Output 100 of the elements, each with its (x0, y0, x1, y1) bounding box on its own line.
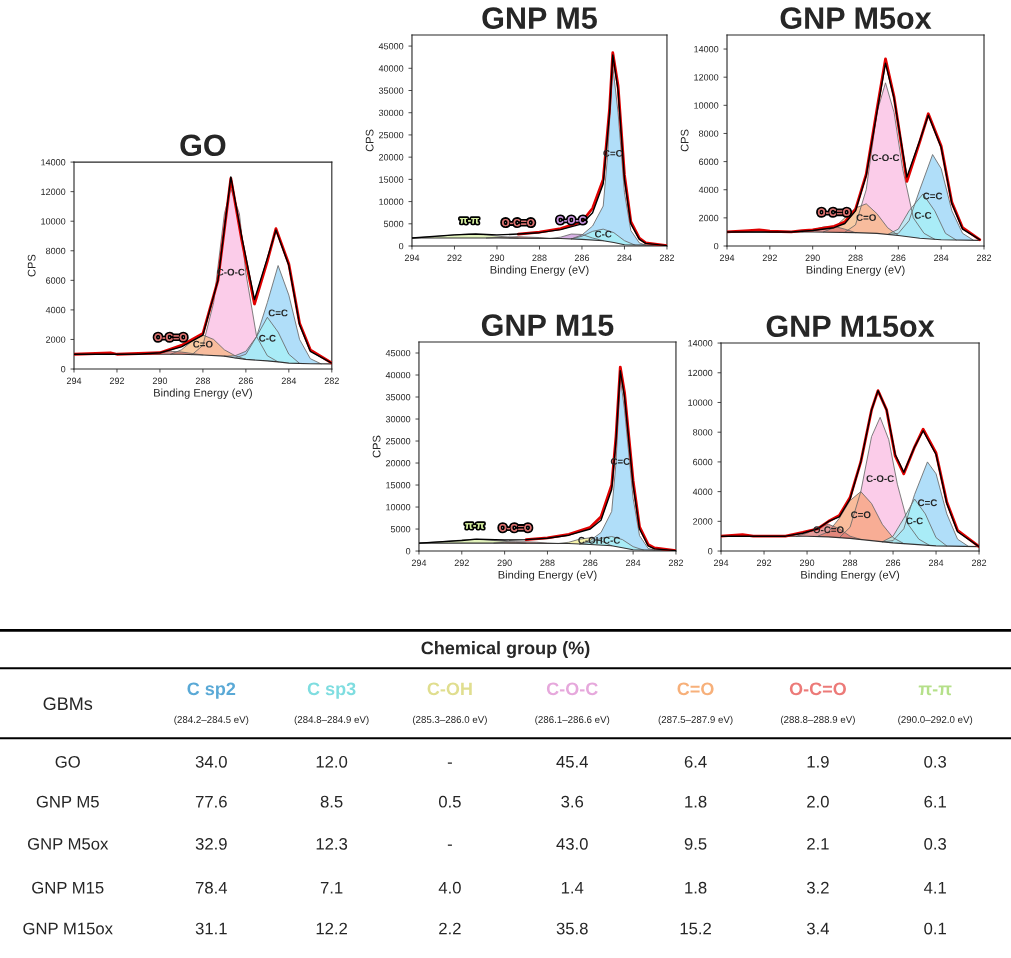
text: - (447, 844, 452, 846)
y-tick-label: 25000 (385, 437, 411, 445)
y-tick-label: 12000 (41, 188, 66, 196)
text: 1.4 (561, 881, 584, 894)
series-label: π-π (459, 218, 479, 224)
category-label: GNP M15ox (23, 922, 113, 935)
y-tick-label: 10000 (694, 102, 719, 109)
x-tick-label: 294 (713, 559, 729, 567)
text: 7.1 (320, 881, 343, 894)
series-label: C-O-C (871, 154, 900, 162)
text: 0.3 (924, 837, 947, 850)
chart-title: GNP M5 (482, 7, 597, 29)
text: 34.0 (195, 755, 227, 768)
text: 31.1 (195, 922, 227, 935)
chart-title: GNP M5ox (780, 7, 932, 29)
x-tick-label: 286 (885, 559, 901, 567)
y-tick-label: 6000 (699, 158, 719, 165)
x-tick-label: 292 (454, 559, 469, 567)
y-tick-label: 0 (708, 548, 713, 555)
x-axis-title: Binding Energy (eV) (801, 570, 900, 581)
text: 6.1 (924, 795, 946, 808)
x-tick-label: 286 (583, 559, 598, 567)
x-tick-label: 284 (617, 254, 632, 261)
series-label: C-C (259, 334, 276, 342)
x-tick-label: 282 (976, 254, 992, 261)
y-tick-label: 35000 (378, 87, 404, 94)
text: 2.0 (807, 795, 829, 808)
y-tick-label: 5000 (390, 526, 411, 533)
y-tick-label: 6000 (46, 277, 66, 284)
x-axis-title: Binding Energy (eV) (154, 388, 252, 399)
x-axis-title: Binding Energy (eV) (490, 265, 589, 276)
x-tick-label: 288 (532, 254, 547, 261)
series-label: C-C (603, 536, 621, 544)
y-axis-title: CPS (680, 129, 689, 152)
y-tick-label: 40000 (385, 371, 411, 379)
series-label: C-O-C (866, 475, 894, 483)
x-tick-label: 290 (489, 254, 505, 261)
x-tick-label: 288 (842, 559, 858, 567)
y-tick-label: 4000 (692, 488, 713, 495)
text: 35.8 (556, 922, 588, 935)
x-tick-label: 290 (497, 559, 512, 567)
text: 2.2 (439, 922, 461, 935)
x-tick-label: 292 (762, 254, 777, 261)
text: GBMs (43, 697, 93, 711)
y-tick-label: 15000 (379, 176, 404, 183)
series-label: π-π (465, 523, 485, 529)
category-label: C=O (287.5–287.9 eV) (658, 682, 733, 725)
y-tick-label: 5000 (383, 220, 404, 228)
x-axis-title: Binding Energy (eV) (806, 265, 905, 276)
x-tick-label: 288 (848, 254, 863, 261)
x-tick-label: 286 (574, 254, 590, 261)
x-tick-label: 284 (626, 559, 641, 567)
category-label: GNP M15 (32, 881, 104, 894)
x-tick-label: 292 (756, 559, 772, 567)
category-label: C-O-C (286.1–286.6 eV) (535, 682, 610, 725)
category-label: C-OH (285.3–286.0 eV) (412, 682, 487, 725)
y-tick-label: 35000 (385, 393, 411, 401)
y-tick-label: 0 (398, 242, 404, 250)
y-axis-title: CPS (27, 254, 36, 277)
text: 12.0 (316, 755, 348, 768)
series-label: O-C=O (817, 208, 851, 216)
series-label: C=C (917, 499, 938, 507)
y-tick-label: 14000 (688, 340, 713, 347)
y-tick-label: 45000 (378, 43, 404, 50)
text: 6.4 (684, 755, 707, 768)
series-label: O-C=O (154, 333, 187, 341)
text: 2.1 (807, 837, 829, 850)
y-tick-label: 12000 (688, 369, 713, 377)
x-tick-label: 292 (109, 377, 125, 384)
y-tick-label: 12000 (694, 74, 719, 81)
y-tick-label: 45000 (385, 349, 411, 357)
y-tick-label: 8000 (698, 130, 719, 137)
series-label: C-OH (578, 536, 603, 544)
chart-title: GO (180, 134, 226, 157)
chart-title: GNP M15 (481, 314, 614, 336)
y-tick-label: 30000 (378, 109, 404, 117)
y-tick-label: 0 (61, 365, 66, 373)
y-tick-label: 2000 (699, 214, 719, 222)
y-axis-title: CPS (365, 129, 374, 152)
x-tick-label: 282 (971, 559, 987, 567)
text: 9.5 (684, 837, 707, 850)
text: 0.1 (924, 922, 946, 935)
y-tick-label: 2000 (46, 336, 66, 343)
x-tick-label: 284 (928, 559, 944, 567)
category-label: GO (55, 755, 80, 768)
y-tick-label: 10000 (386, 504, 411, 511)
text: 8.5 (320, 795, 343, 808)
y-tick-label: 4000 (45, 306, 66, 314)
category-label: O-C=O (288.8–288.9 eV) (780, 682, 855, 725)
y-tick-label: 6000 (693, 458, 713, 466)
series-label: C=C (268, 309, 288, 317)
x-tick-label: 288 (540, 559, 555, 567)
y-tick-label: 10000 (379, 198, 404, 205)
text: 32.9 (195, 837, 227, 850)
x-tick-label: 284 (934, 254, 949, 261)
x-tick-label: 284 (281, 377, 297, 384)
series-label: C-C (914, 211, 932, 219)
category-label: GNP M5ox (27, 837, 109, 850)
y-tick-label: 40000 (378, 65, 404, 72)
series-label: O-C=O (813, 526, 844, 534)
